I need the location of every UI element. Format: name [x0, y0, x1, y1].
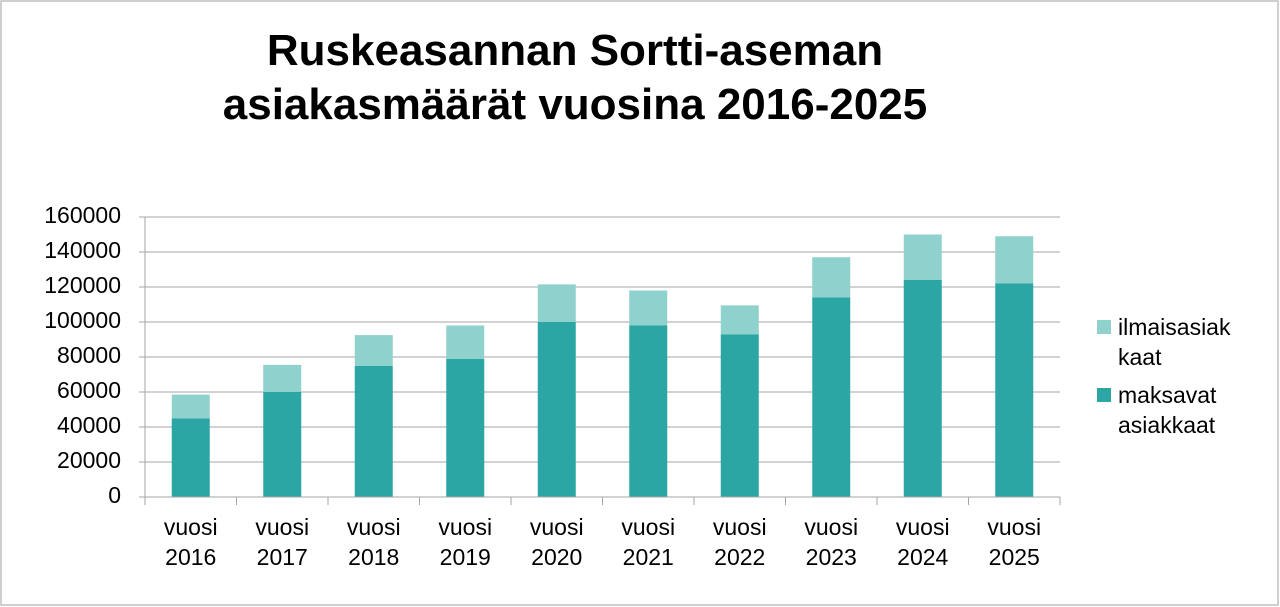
y-tick-label: 160000 [44, 202, 121, 228]
y-tick-label: 20000 [57, 447, 121, 473]
bar-segment [812, 297, 851, 497]
x-tick-label: vuosi 2025 [987, 514, 1041, 570]
bar-segment [537, 322, 576, 497]
y-tick-label: 60000 [57, 377, 121, 403]
bar-segment [354, 365, 393, 497]
x-tick-label: vuosi 2017 [255, 514, 309, 570]
x-tick-label: vuosi 2022 [713, 514, 767, 570]
y-tick-label: 140000 [44, 237, 121, 263]
x-tick-label: vuosi 2019 [438, 514, 492, 570]
legend-swatch [1097, 388, 1111, 402]
y-tick-label: 100000 [44, 307, 121, 333]
legend-label: maksavat asiakkaat [1118, 382, 1217, 438]
bar-segment [995, 236, 1034, 284]
bar-segment [263, 364, 302, 392]
bar-segment [629, 325, 668, 497]
bar-segment [720, 334, 759, 497]
bar-segment [903, 280, 942, 497]
bar-segment [354, 335, 393, 366]
y-tick-label: 40000 [57, 412, 121, 438]
bar-segment [812, 257, 851, 298]
y-tick-label: 0 [108, 482, 121, 508]
bar-segment [537, 284, 576, 322]
legend-label: ilmaisasiakkaat [1118, 314, 1231, 370]
x-tick-label: vuosi 2021 [621, 514, 675, 570]
bar-segment [903, 234, 942, 280]
bar-segment [171, 418, 210, 497]
bar-segment [629, 290, 668, 326]
bar-segment [263, 392, 302, 497]
x-tick-label: vuosi 2016 [164, 514, 218, 570]
y-tick-label: 80000 [57, 342, 121, 368]
legend-swatch [1097, 320, 1111, 334]
bar-segment [720, 305, 759, 335]
chart-title: Ruskeasannan Sortti-aseman asiakasmäärät… [222, 26, 928, 129]
bar-segment [446, 358, 485, 497]
bar-segment [171, 394, 210, 419]
bar-segment [995, 283, 1034, 497]
x-tick-label: vuosi 2020 [530, 514, 584, 570]
x-tick-label: vuosi 2024 [896, 514, 950, 570]
y-tick-label: 120000 [44, 272, 121, 298]
x-tick-label: vuosi 2018 [347, 514, 401, 570]
x-tick-label: vuosi 2023 [804, 514, 858, 570]
bar-segment [446, 325, 485, 359]
